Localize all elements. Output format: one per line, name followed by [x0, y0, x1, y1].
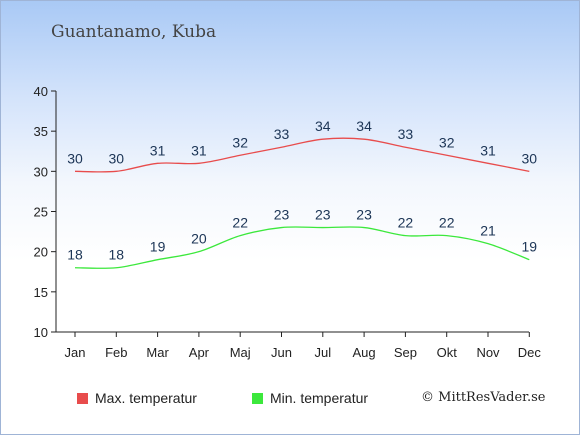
min-data-label: 18	[67, 247, 83, 263]
max-data-label: 30	[109, 150, 125, 166]
max-data-label: 34	[315, 118, 331, 134]
x-tick-label: Sep	[394, 345, 417, 360]
max-data-label: 30	[522, 150, 538, 166]
y-tick-label: 15	[34, 285, 48, 300]
x-tick-label: Mar	[146, 345, 169, 360]
min-data-label: 22	[398, 215, 414, 231]
min-data-label: 21	[480, 223, 496, 239]
y-tick-label: 40	[34, 84, 48, 99]
x-tick-label: Apr	[189, 345, 210, 360]
min-temperature-line	[74, 226, 530, 269]
y-tick-label: 25	[34, 205, 48, 220]
min-data-label: 23	[315, 207, 331, 223]
min-data-label: 19	[522, 239, 538, 255]
min-data-label: 19	[150, 239, 166, 255]
max-data-label: 31	[150, 142, 166, 158]
max-data-label: 32	[232, 134, 248, 150]
min-data-label: 18	[109, 247, 125, 263]
max-data-label: 31	[480, 142, 496, 158]
max-data-label: 31	[191, 142, 207, 158]
legend-item-max: Max. temperatur	[77, 390, 197, 406]
min-data-label: 22	[232, 215, 248, 231]
location-title: Guantanamo, Kuba	[51, 22, 217, 42]
x-tick-label: Feb	[105, 345, 127, 360]
max-data-label: 32	[439, 134, 455, 150]
y-tick-label: 35	[34, 124, 48, 139]
max-data-label: 34	[356, 118, 372, 134]
y-tick-label: 10	[34, 325, 48, 340]
x-tick-label: Maj	[230, 345, 251, 360]
x-tick-label: Jan	[65, 345, 86, 360]
legend-swatch-min	[252, 392, 263, 404]
legend-label-max: Max. temperatur	[95, 390, 197, 406]
x-tick-label: Nov	[476, 345, 500, 360]
y-tick-label: 20	[34, 245, 48, 260]
legend-item-min: Min. temperatur	[252, 390, 368, 406]
max-temperature-line	[74, 137, 530, 173]
x-tick-label: Aug	[353, 345, 376, 360]
min-data-label: 20	[191, 231, 207, 247]
source-credit: © MittResVader.se	[421, 390, 546, 405]
x-tick-label: Jun	[271, 345, 292, 360]
x-tick-label: Okt	[437, 345, 458, 360]
y-tick-label: 30	[34, 164, 48, 179]
legend-swatch-max	[77, 392, 88, 404]
max-data-label: 33	[274, 126, 290, 142]
max-data-label: 33	[398, 126, 414, 142]
x-tick-label: Jul	[314, 345, 331, 360]
min-data-label: 23	[356, 207, 372, 223]
legend-label-min: Min. temperatur	[270, 390, 369, 406]
min-data-label: 23	[274, 207, 290, 223]
x-tick-label: Dec	[518, 345, 542, 360]
min-data-label: 22	[439, 215, 455, 231]
max-data-label: 30	[67, 150, 83, 166]
